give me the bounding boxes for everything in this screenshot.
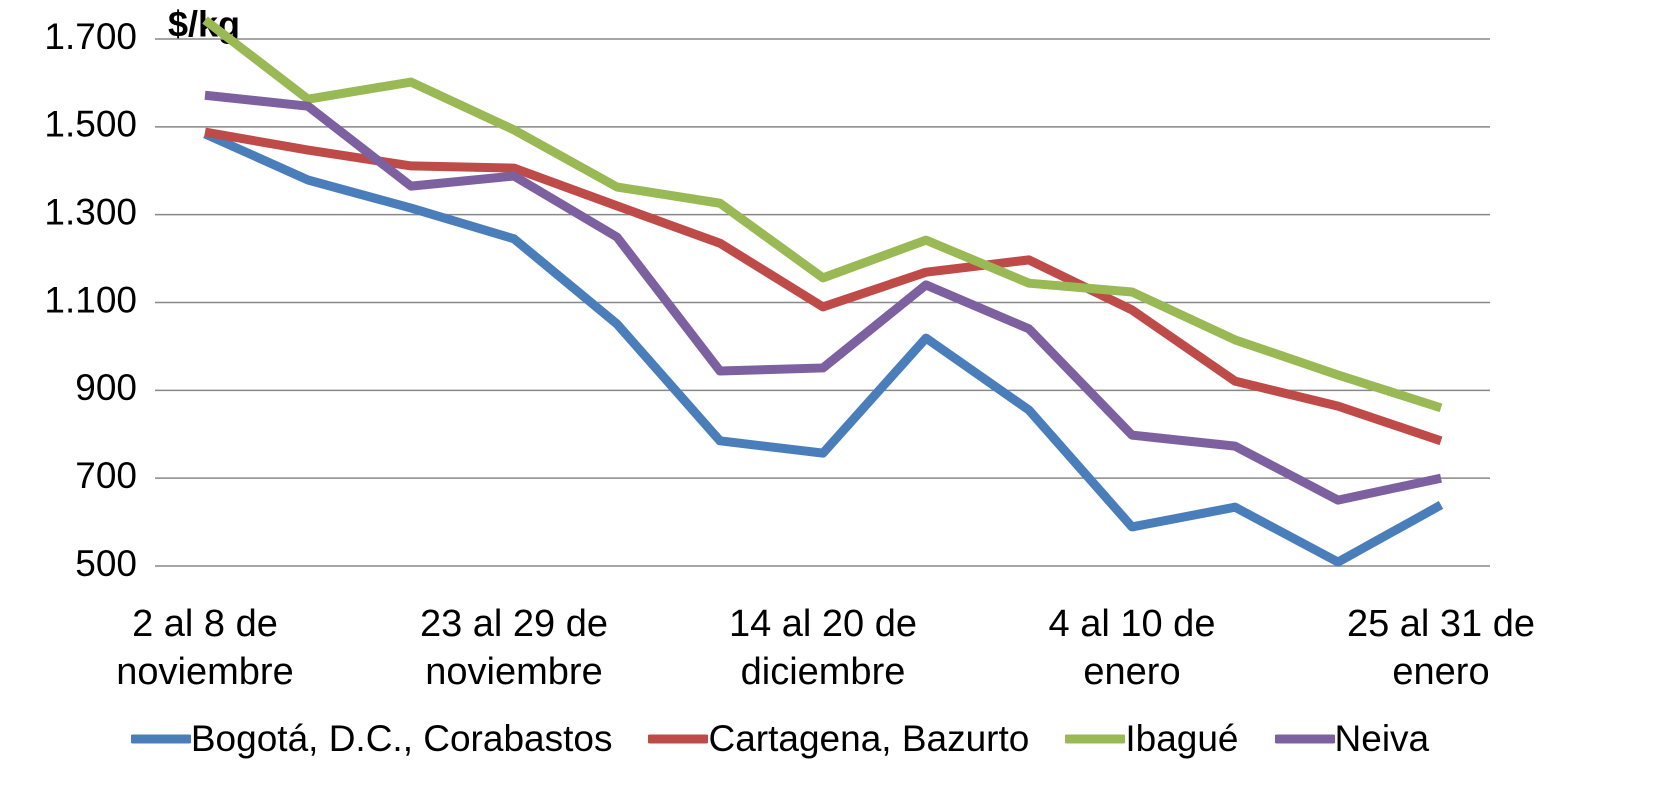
series-line [204,127,1443,446]
series-line [203,129,1444,567]
x-tick-label: 2 al 8 de noviembre [116,603,294,693]
legend-item: Ibagué [1065,718,1239,760]
series-line [204,90,1442,505]
legend-swatch [1065,734,1126,744]
legend-item: Cartagena, Bazurto [648,718,1029,760]
y-tick-label: 1.100 [44,279,137,320]
y-tick-label: 1.300 [44,191,137,232]
x-tick-label: 14 al 20 de diciembre [728,603,918,693]
y-tick-label: 1.700 [44,16,137,57]
legend-item: Neiva [1274,718,1430,760]
x-tick-label: 4 al 10 de enero [1048,603,1216,693]
y-tick-label: 500 [75,543,137,584]
legend-label: Cartagena, Bazurto [708,718,1030,759]
legend-swatch [648,734,709,744]
x-tick-label: 23 al 29 de noviembre [419,603,609,693]
legend: Bogotá, D.C., Corabastos Cartagena, Bazur… [0,718,1560,760]
legend-item: Bogotá, D.C., Corabastos [130,718,613,760]
legend-swatch [1274,734,1335,744]
y-tick-label: 1.500 [44,104,137,145]
legend-label: Neiva [1334,718,1430,759]
y-tick-label: 900 [75,367,137,408]
y-tick-label: 700 [75,455,137,496]
legend-label: Ibagué [1125,718,1239,759]
legend-label: Bogotá, D.C., Corabastos [190,718,613,759]
legend-swatch [130,734,191,744]
x-tick-label: 25 al 31 de enero [1346,603,1536,693]
series-line [202,16,1443,413]
